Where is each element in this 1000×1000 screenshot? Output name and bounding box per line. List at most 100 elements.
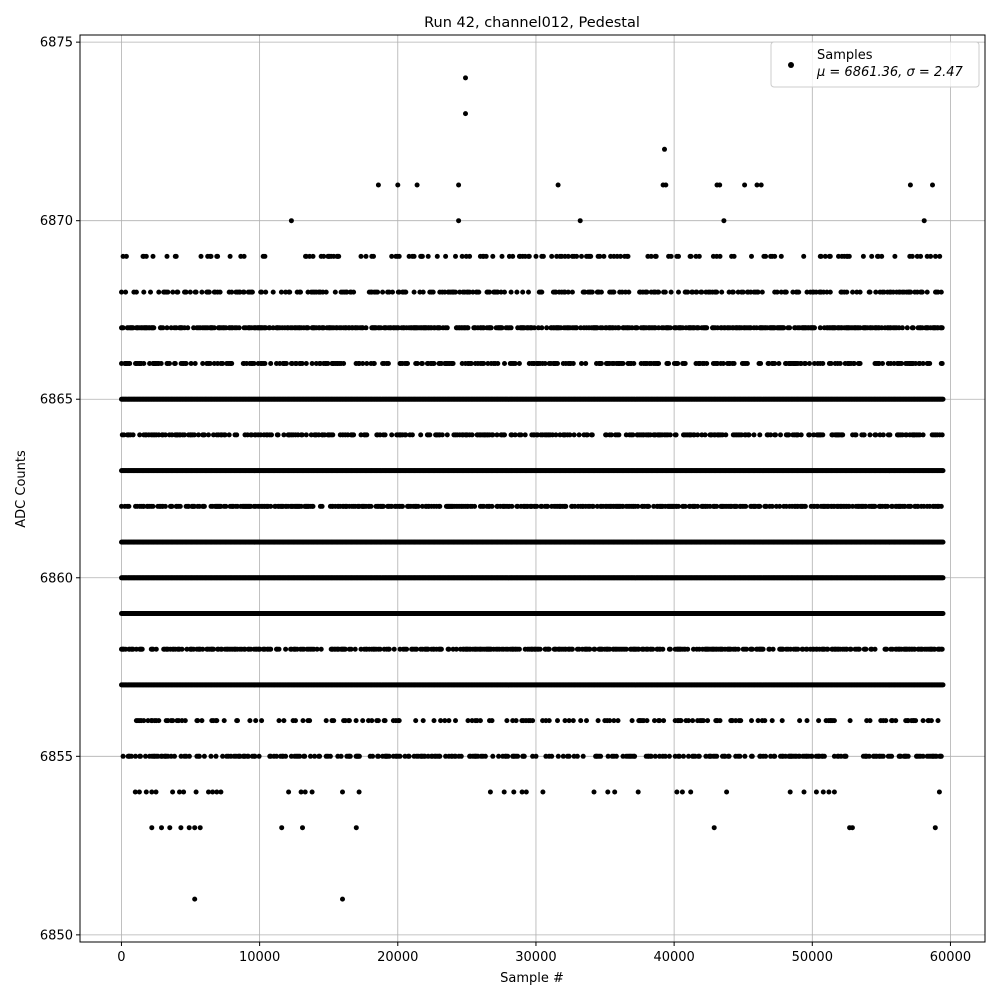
data-point — [442, 718, 448, 724]
data-point — [537, 646, 543, 652]
data-point — [259, 718, 265, 724]
data-point — [866, 753, 872, 759]
data-point — [717, 718, 723, 724]
data-point — [696, 753, 702, 759]
data-point — [562, 718, 568, 724]
data-point — [283, 753, 289, 759]
data-point — [331, 718, 337, 724]
data-point — [742, 753, 748, 759]
data-point — [307, 718, 313, 724]
data-point — [644, 718, 650, 724]
data-point — [570, 718, 576, 724]
data-point — [404, 646, 410, 652]
data-point — [546, 646, 552, 652]
data-point — [453, 718, 458, 724]
data-point — [920, 753, 926, 759]
data-point — [513, 718, 519, 724]
data-point — [769, 718, 775, 724]
data-point — [749, 718, 754, 724]
data-point — [375, 718, 381, 724]
data-point — [477, 718, 483, 724]
data-point — [352, 646, 358, 652]
data-point — [584, 718, 589, 724]
data-point — [607, 718, 613, 724]
data-point — [755, 718, 761, 724]
data-point — [569, 646, 575, 652]
data-point — [613, 753, 619, 759]
data-point — [762, 718, 768, 724]
data-point — [772, 753, 778, 759]
data-point — [940, 575, 946, 581]
data-point — [816, 718, 822, 724]
data-point — [560, 753, 566, 759]
data-point — [437, 753, 443, 759]
data-point — [353, 718, 359, 724]
data-point — [338, 753, 344, 759]
data-point — [317, 753, 323, 759]
data-point — [705, 718, 711, 724]
data-point — [676, 753, 682, 759]
data-point — [872, 646, 878, 652]
data-point — [615, 718, 621, 724]
data-point — [629, 718, 635, 724]
data-point — [797, 718, 803, 724]
data-point — [126, 503, 132, 509]
data-point — [195, 718, 201, 724]
data-point — [162, 503, 168, 509]
data-point — [213, 753, 219, 759]
data-point — [648, 753, 654, 759]
data-point — [678, 718, 684, 724]
data-point — [521, 753, 527, 759]
data-point — [346, 718, 352, 724]
data-point — [431, 718, 437, 724]
data-point — [880, 753, 886, 759]
data-point — [156, 718, 162, 724]
data-point — [128, 753, 134, 759]
data-point — [177, 503, 183, 509]
data-point — [935, 718, 941, 724]
data-point — [913, 718, 919, 724]
data-point — [533, 753, 539, 759]
data-point — [504, 718, 510, 724]
data-point — [867, 718, 873, 724]
data-point — [413, 718, 419, 724]
data-point — [821, 753, 827, 759]
data-point — [863, 646, 869, 652]
data-point — [940, 682, 946, 688]
data-point — [438, 646, 444, 652]
data-point — [831, 718, 837, 724]
data-point — [186, 753, 192, 759]
data-point — [201, 503, 207, 509]
data-point — [737, 753, 743, 759]
data-point — [370, 753, 376, 759]
data-point — [939, 646, 945, 652]
data-points — [119, 75, 946, 902]
data-point — [809, 753, 815, 759]
data-point — [138, 753, 143, 759]
data-point — [686, 753, 691, 759]
data-point — [546, 718, 552, 724]
data-point — [360, 718, 366, 724]
data-point — [245, 753, 251, 759]
data-point — [391, 646, 397, 652]
data-point — [293, 718, 298, 724]
data-point — [652, 718, 657, 724]
data-point — [369, 718, 375, 724]
data-point — [172, 753, 177, 759]
data-point — [496, 753, 502, 759]
data-point — [133, 753, 138, 759]
data-point — [905, 753, 911, 759]
data-point — [268, 646, 274, 652]
data-point — [804, 718, 810, 724]
data-point — [580, 753, 586, 759]
data-point — [220, 753, 226, 759]
data-point — [928, 718, 934, 724]
data-point — [883, 718, 889, 724]
data-point — [598, 753, 604, 759]
data-point — [252, 753, 258, 759]
data-point — [276, 646, 282, 652]
data-point — [208, 753, 214, 759]
data-point — [666, 753, 672, 759]
data-point — [657, 718, 662, 724]
